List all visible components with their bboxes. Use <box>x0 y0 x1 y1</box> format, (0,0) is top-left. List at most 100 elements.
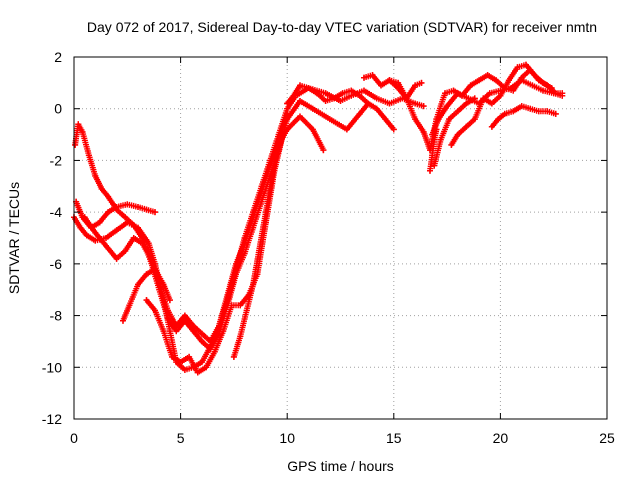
data-point <box>230 353 237 360</box>
data-point <box>297 82 303 89</box>
data-point <box>152 209 158 216</box>
data-point <box>130 235 137 241</box>
data-point <box>166 328 173 335</box>
y-axis-title: SDTVAR / TECUs <box>6 182 22 294</box>
data-point <box>550 90 557 97</box>
data-point <box>237 302 244 309</box>
data-point <box>103 235 109 241</box>
data-point <box>233 260 239 267</box>
data-point <box>322 90 329 97</box>
data-point <box>284 110 291 117</box>
data-point <box>220 328 227 335</box>
data-point <box>81 214 88 221</box>
chart-grid <box>74 57 607 419</box>
data-point <box>152 266 158 272</box>
data-point <box>427 167 433 174</box>
data-point <box>130 222 137 229</box>
data-point <box>471 116 478 123</box>
data-point <box>143 206 150 213</box>
data-point <box>435 116 442 123</box>
series-s11 <box>431 95 478 169</box>
data-point <box>348 92 355 99</box>
data-point <box>290 92 297 99</box>
data-point <box>476 77 483 84</box>
y-tick-label: 2 <box>54 49 62 65</box>
data-point <box>243 307 250 314</box>
data-point <box>256 245 263 252</box>
data-point <box>484 72 491 79</box>
data-point <box>135 204 141 210</box>
data-point <box>454 131 461 138</box>
data-point <box>369 72 376 79</box>
data-point <box>454 108 461 115</box>
y-tick-label: -12 <box>42 411 62 427</box>
data-point <box>448 141 455 148</box>
data-point <box>83 232 90 239</box>
data-point <box>540 79 546 86</box>
data-point <box>531 72 538 79</box>
data-point <box>437 136 444 143</box>
data-point <box>361 74 367 81</box>
data-point <box>412 82 419 89</box>
data-point <box>241 240 248 247</box>
data-point <box>75 121 82 128</box>
plot-frame <box>73 56 608 420</box>
data-point <box>72 141 79 148</box>
data-point <box>361 87 367 94</box>
data-point <box>356 92 363 99</box>
series-s5 <box>120 266 173 324</box>
data-point <box>237 333 244 340</box>
data-point <box>122 247 129 254</box>
data-point <box>559 92 566 99</box>
data-point <box>297 98 303 104</box>
data-point <box>518 77 525 84</box>
series-s10 <box>429 77 566 138</box>
data-point <box>529 82 536 89</box>
data-point <box>544 108 551 115</box>
data-point <box>412 100 419 107</box>
data-point <box>442 90 448 97</box>
data-point <box>497 92 504 99</box>
data-point <box>198 338 205 345</box>
x-tick-label: 0 <box>70 430 78 446</box>
data-point <box>343 126 350 133</box>
data-point <box>160 281 167 288</box>
chart-title: Day 072 of 2017, Sidereal Day-to-day VTE… <box>87 19 597 35</box>
data-point <box>177 359 184 366</box>
data-point <box>203 364 210 371</box>
plot-area <box>71 61 566 376</box>
data-point <box>390 126 397 133</box>
x-tick-label: 20 <box>493 430 509 446</box>
data-point <box>450 87 457 94</box>
data-point <box>395 79 402 86</box>
data-point <box>113 227 120 234</box>
data-point <box>337 98 344 104</box>
data-point <box>190 328 197 335</box>
data-point <box>386 77 393 84</box>
data-point <box>145 240 152 247</box>
data-point <box>326 116 333 123</box>
data-point <box>348 87 355 94</box>
data-point <box>92 172 99 179</box>
series-s15 <box>284 82 372 107</box>
data-point <box>186 353 193 360</box>
data-point <box>552 110 559 117</box>
data-point <box>275 136 282 143</box>
data-point <box>480 95 487 102</box>
data-point <box>169 353 176 360</box>
x-tick-label: 5 <box>177 430 185 446</box>
data-point <box>505 77 512 84</box>
data-point <box>113 255 120 262</box>
y-tick-label: -6 <box>50 256 63 272</box>
data-point <box>92 229 99 236</box>
series-s9 <box>361 72 425 102</box>
data-point <box>420 129 427 135</box>
data-point <box>382 116 389 123</box>
data-point <box>139 235 146 241</box>
data-point <box>365 100 372 107</box>
data-point <box>339 90 346 97</box>
data-point <box>305 85 312 91</box>
data-point <box>548 85 555 91</box>
data-point <box>463 100 470 107</box>
data-point <box>535 108 542 115</box>
